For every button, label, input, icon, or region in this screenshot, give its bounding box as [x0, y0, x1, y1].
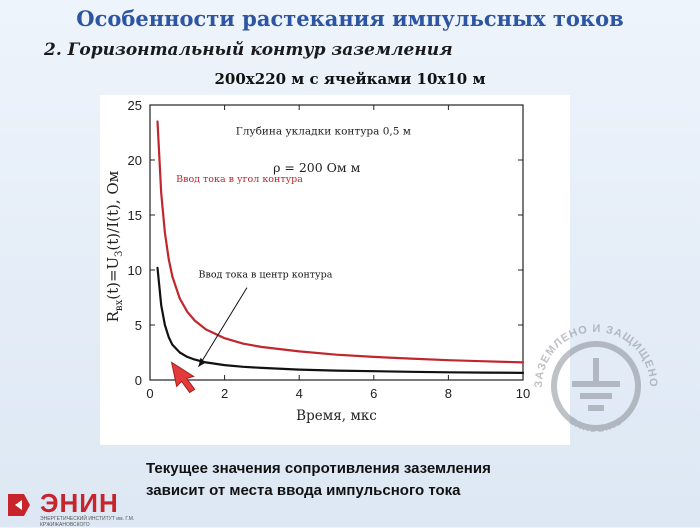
- enin-logo-mark-icon: [8, 494, 30, 516]
- slide-caption: Текущее значения сопротивления заземлени…: [146, 458, 606, 502]
- chart-panel: 0 2 4 6 8 10 0 5 10 15 20 25 Ввод тока в угол контур…: [100, 95, 570, 445]
- enin-logo: ЭНИН ЭНЕРГЕТИЧЕСКИЙ ИНСТИТУТ им. Г.М. КР…: [4, 486, 134, 528]
- slide-title: Особенности растекания импульсных токов: [76, 6, 624, 31]
- x-tick-label: 8: [445, 386, 452, 401]
- cursor-arrow-icon: [170, 361, 196, 394]
- series-label-corner-input: Ввод тока в угол контура: [176, 174, 303, 185]
- y-axis-label: Rвх(t)=UЗ(t)/I(t), Ом: [104, 170, 125, 322]
- pointer-arrow-head: [198, 357, 206, 367]
- y-axis-label-part: (t)=U: [104, 257, 122, 300]
- pointer-arrow-line: [198, 287, 248, 368]
- series-line-corner-input: [156, 120, 525, 364]
- y-axis-label-part: (t)/I(t), Ом: [104, 170, 122, 250]
- slide-subtitle: 2. Горизонтальный контур заземления: [44, 40, 453, 60]
- y-tick-label: 20: [128, 153, 142, 168]
- svg-text:ZANDZ.RU: ZANDZ.RU: [567, 416, 626, 435]
- y-tick-label: 25: [128, 98, 142, 113]
- ground-symbol-icon: [572, 358, 620, 411]
- logo-name: ЭНИН: [40, 488, 119, 518]
- y-tick-label: 5: [135, 318, 142, 333]
- plot-frame: [149, 104, 524, 381]
- x-tick-label: 0: [146, 386, 153, 401]
- series-line-center-input: [156, 266, 525, 374]
- annotation-rho: ρ = 200 Ом м: [273, 160, 361, 175]
- chart-axes: [149, 104, 524, 381]
- y-tick-label: 0: [135, 373, 142, 388]
- y-tick-label: 10: [128, 263, 142, 278]
- watermark-bottom-text: ZANDZ.RU: [567, 416, 625, 435]
- x-axis-label: Время, мкс: [296, 408, 377, 424]
- y-tick-label: 15: [128, 208, 142, 223]
- x-tick-label: 6: [370, 386, 377, 401]
- logo-subtitle: ЭНЕРГЕТИЧЕСКИЙ ИНСТИТУТ им. Г.М. КРЖИЖАН…: [40, 516, 135, 528]
- annotation-depth: Глубина укладки контура 0,5 м: [236, 126, 411, 138]
- contour-dimensions: 200х220 м с ячейками 10х10 м: [214, 70, 486, 88]
- caption-line-2: зависит от места ввода импульсного тока: [146, 482, 461, 499]
- series-label-center-input: Ввод тока в центр контура: [198, 270, 332, 281]
- series-layer: [156, 120, 525, 374]
- caption-line-1: Текущее значения сопротивления заземлени…: [146, 460, 491, 477]
- x-tick-label: 4: [296, 386, 303, 401]
- y-axis-label-part: R: [104, 310, 122, 322]
- labels-layer: 0 2 4 6 8 10 0 5 10 15 20 25 Ввод тока в угол контур…: [104, 98, 530, 424]
- resistance-chart: 0 2 4 6 8 10 0 5 10 15 20 25 Ввод тока в угол контур…: [104, 98, 530, 424]
- y-axis-label-subscript: вх: [114, 299, 125, 311]
- zandz-watermark: ЗАЗЕМЛЕНО И ЗАЩИЩЕНО ZANDZ.RU: [533, 323, 658, 435]
- x-tick-label: 10: [516, 386, 530, 401]
- x-tick-label: 2: [221, 386, 228, 401]
- y-axis-label-subscript: З: [114, 251, 125, 257]
